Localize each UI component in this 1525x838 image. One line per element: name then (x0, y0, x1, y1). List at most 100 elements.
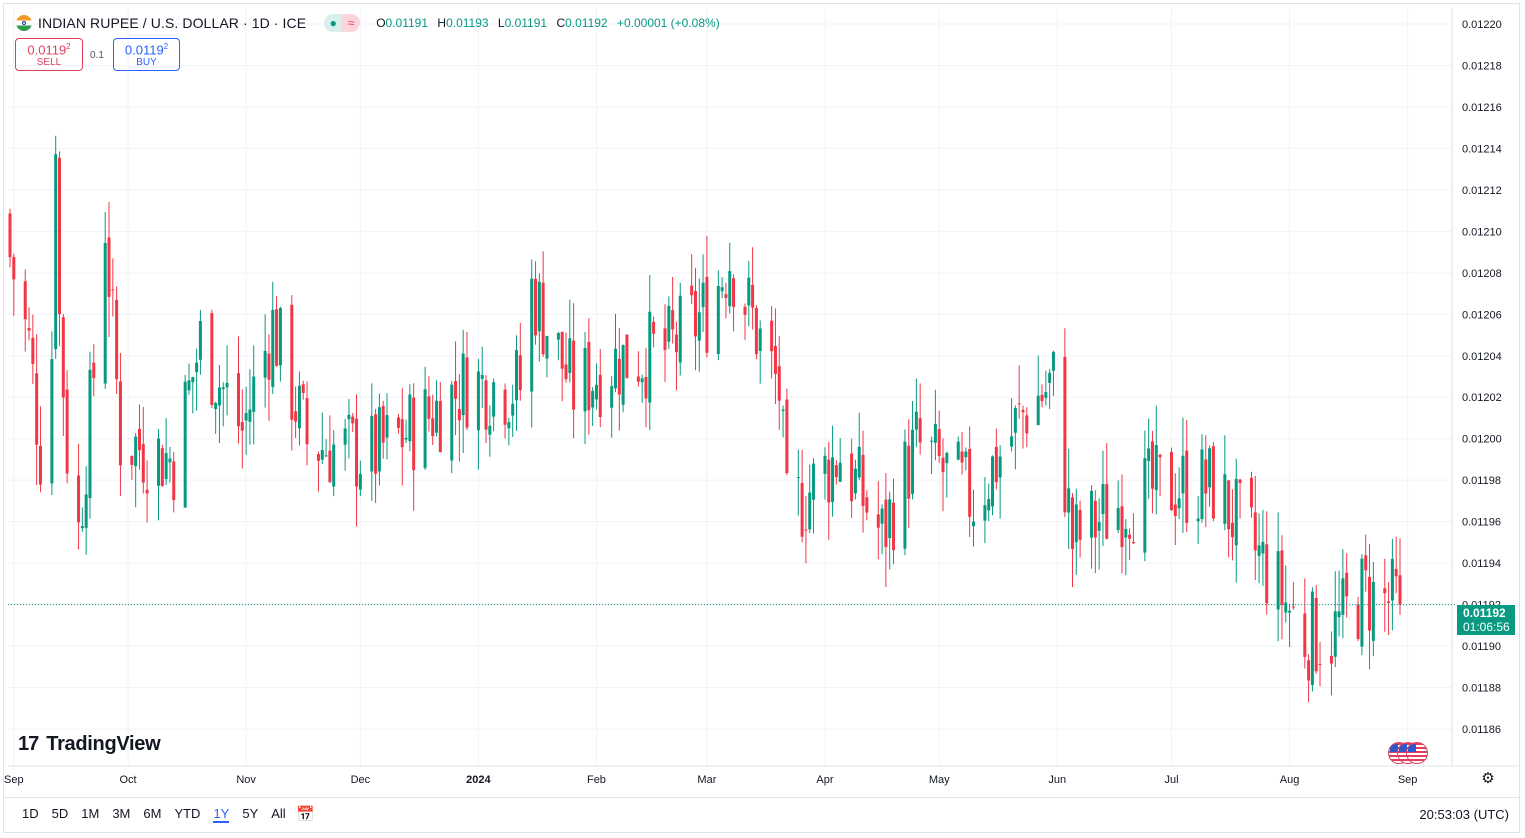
gear-icon[interactable]: ⚙ (1481, 770, 1495, 787)
candle-body (130, 455, 134, 465)
candle-body (724, 294, 728, 299)
range-5y[interactable]: 5Y (242, 806, 259, 821)
candle-body (720, 287, 724, 292)
candle-body (23, 281, 27, 320)
range-1m[interactable]: 1M (81, 806, 100, 821)
x-axis-labels: Sep Oct Nov Dec 2024 Feb Mar Apr May Jun Jul Aug Sep (4, 774, 1417, 786)
candle-body (968, 448, 972, 517)
candle-body (716, 286, 720, 354)
candle-body (248, 409, 252, 422)
candle-body (50, 359, 54, 484)
candle-body (107, 237, 111, 297)
candle-body (1044, 392, 1048, 398)
candle-body (617, 358, 621, 395)
candle-body (278, 308, 282, 366)
candle-body (621, 345, 625, 405)
range-5d[interactable]: 5D (51, 806, 69, 821)
candle-body (1364, 555, 1368, 571)
candle-body (930, 440, 934, 442)
candle-body (1067, 488, 1071, 513)
close-label: C (556, 16, 566, 30)
candle-body (244, 412, 248, 421)
sell-button[interactable]: 0.01192 SELL (15, 38, 83, 71)
candle-body (994, 446, 998, 483)
candle-body (1200, 449, 1204, 520)
candle-body (1387, 601, 1391, 603)
candle-body (1010, 436, 1014, 447)
x-tick-label: Oct (119, 774, 136, 786)
data-delay-icon[interactable]: ≈ (342, 14, 361, 32)
candle-body (648, 311, 652, 403)
candle-body (271, 309, 275, 387)
us-flag-events-icon[interactable] (1388, 742, 1432, 764)
range-1d[interactable]: 1D (22, 806, 39, 821)
candle-body (88, 369, 92, 499)
candle-body (358, 473, 362, 490)
candle-body (488, 425, 492, 435)
candle-body (884, 499, 888, 547)
candle-body (183, 381, 187, 508)
x-tick-label: Jul (1164, 774, 1178, 786)
candle-body (58, 157, 62, 315)
candle-body (77, 475, 81, 523)
candle-body (534, 278, 538, 336)
candle-body (290, 304, 294, 420)
candle-body (374, 414, 378, 474)
candle-body (214, 402, 218, 410)
x-tick-label: Sep (1398, 774, 1418, 786)
candle-body (1150, 441, 1154, 489)
y-tick-label: 0.01190 (1462, 641, 1501, 653)
candle-body (1227, 480, 1231, 530)
candle-body (1383, 588, 1387, 594)
buy-button[interactable]: 0.01192 BUY (113, 38, 180, 71)
high-value: 0.01193 (446, 16, 489, 30)
y-axis-labels: 0.01220 0.01218 0.01216 0.01214 0.01212 0.012… (1462, 19, 1502, 736)
candle-body (1101, 484, 1105, 515)
candle-body (54, 154, 58, 350)
y-tick-label: 0.01212 (1462, 185, 1502, 197)
candle-body (1093, 500, 1097, 538)
utc-clock[interactable]: 20:53:03 (UTC) (1419, 807, 1509, 822)
x-tick-label: Aug (1280, 774, 1300, 786)
candle-body (461, 353, 465, 416)
candle-body (876, 514, 880, 528)
symbol-title[interactable]: INDIAN RUPEE / U.S. DOLLAR · 1D · ICE (38, 15, 307, 31)
candle-body (210, 313, 214, 406)
candle-body (1048, 372, 1052, 383)
open-value: 0.01191 (385, 16, 429, 30)
candle-body (320, 449, 324, 460)
candle-body (8, 213, 12, 258)
candle-body (236, 373, 240, 427)
range-all[interactable]: All (271, 806, 286, 821)
market-status-pill[interactable]: ● ≈ (324, 14, 361, 32)
range-6m[interactable]: 6M (143, 806, 162, 821)
range-1y[interactable]: 1Y (213, 806, 230, 823)
calendar-goto-icon[interactable]: 📅 (296, 806, 315, 823)
ohlc-values: O0.01191 H0.01193 L0.01191 C0.01192 +0.0… (376, 16, 726, 30)
candle-body (221, 387, 225, 390)
candle-body (514, 350, 518, 401)
candle-body (983, 505, 987, 521)
range-3m[interactable]: 3M (112, 806, 131, 821)
candle-body (332, 444, 336, 487)
y-tick-label: 0.01202 (1462, 392, 1502, 404)
candle-body (195, 362, 199, 373)
candle-body (857, 446, 861, 478)
candle-body (294, 411, 298, 422)
candle-body (1337, 611, 1341, 618)
candle-body (1208, 448, 1212, 488)
range-ytd[interactable]: YTD (174, 806, 201, 821)
candle-body (880, 508, 884, 524)
candle-body (1280, 550, 1284, 605)
candle-body (907, 445, 911, 499)
candle-body (1211, 446, 1215, 519)
candle-body (450, 384, 454, 461)
market-open-icon[interactable]: ● (324, 14, 343, 32)
candle-body (667, 305, 671, 342)
candle-body (918, 418, 922, 443)
candlestick-chart[interactable]: 0.01220 0.01218 0.01216 0.01214 0.01212 0.012… (0, 0, 1525, 800)
tradingview-logo[interactable]: 17 TradingView (18, 733, 161, 756)
candle-body (198, 321, 202, 360)
candle-body (400, 419, 404, 448)
toolbar-divider (4, 797, 1520, 798)
